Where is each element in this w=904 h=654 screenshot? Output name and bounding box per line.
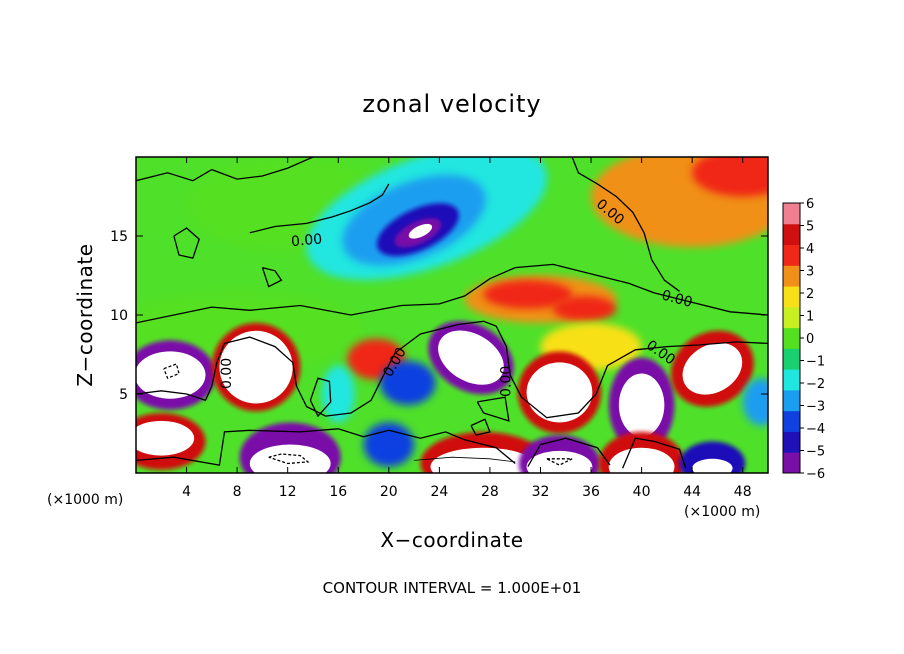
zero-contour-2: [136, 428, 516, 466]
x-tick-label-20: 20: [380, 484, 398, 500]
plot-area: 0.000.000.000.000.00 0.000.00: [136, 157, 768, 473]
field-cell-30: [136, 420, 195, 456]
colorbar-segment-5: [783, 348, 800, 370]
field-cell-28: [321, 365, 355, 423]
colorbar-tick-label--5: −5: [806, 445, 825, 460]
colorbar-tick-label--4: −4: [806, 422, 825, 437]
chart-title: zonal velocity: [362, 90, 541, 118]
colorbar-segment-2: [783, 410, 800, 432]
zero-contour-4: [622, 437, 687, 469]
contour-interval-note: CONTOUR INTERVAL = 1.000E+01: [323, 579, 582, 597]
field-cell-24: [618, 373, 665, 437]
colorbar-tick-label--2: −2: [806, 377, 825, 392]
colorbar-tick-label-5: 5: [806, 220, 814, 235]
x-tick-label-24: 24: [430, 484, 448, 500]
colorbar: 6 5 4 3 2 1 0 −1 −2 −3 −4 −5 −6: [782, 197, 825, 482]
x-axis-label: X−coordinate: [380, 528, 523, 552]
field-cell-22: [526, 362, 593, 423]
colorbar-tick-label-3: 3: [806, 265, 814, 280]
y-tick-label-15: 15: [110, 229, 128, 245]
field-cell-35: [430, 447, 537, 473]
y-axis-ticks: 5 10 15: [110, 229, 768, 403]
colorbar-segment-4: [783, 369, 800, 391]
colorbar-segment-7: [783, 306, 800, 329]
colorbar-tick-label-6: 6: [806, 197, 814, 212]
x-unit-right: (×1000 m): [684, 504, 760, 520]
colorbar-tick-label--3: −3: [806, 400, 825, 415]
y-axis-label: Z−coordinate: [73, 243, 97, 386]
colorbar-segment-9: [783, 265, 800, 287]
y-tick-label-5: 5: [119, 387, 128, 403]
x-axis-ticks: 4 8 12 16 20 24 28 32 36 40 44 48: [182, 157, 752, 500]
colorbar-segment-8: [783, 286, 800, 308]
field-cell-18: [379, 360, 436, 406]
x-tick-label-36: 36: [582, 484, 600, 500]
colorbar-segment-3: [783, 389, 800, 412]
field-cell-39: [608, 447, 675, 473]
zero-contour-7: [571, 157, 680, 292]
field-cell-14: [136, 351, 206, 399]
colorbar-segment-6: [783, 327, 800, 349]
x-unit-left: (×1000 m): [47, 492, 123, 508]
x-tick-label-4: 4: [182, 484, 191, 500]
y-tick-label-10: 10: [110, 308, 128, 324]
field-cell-4: [553, 296, 617, 322]
colorbar-tick-label--6: −6: [806, 467, 825, 482]
zero-contour-8: [173, 227, 200, 259]
x-tick-label-8: 8: [233, 484, 242, 500]
dashed-contour-2: [546, 458, 573, 466]
colorbar-tick-label-2: 2: [806, 287, 814, 302]
zero-contour-9: [261, 266, 283, 288]
x-tick-label-48: 48: [734, 484, 752, 500]
thin-contour-0: [414, 456, 516, 463]
zero-contour-5: [136, 157, 314, 182]
zero-contour-0: [136, 263, 768, 324]
zero-contour-1: [136, 320, 768, 419]
colorbar-tick-label-1: 1: [806, 310, 814, 325]
colorbar-segment-0: [783, 452, 800, 474]
field-cell-12: [408, 223, 433, 239]
colorbar-segment-1: [783, 431, 800, 453]
colorbar-tick-label--1: −1: [806, 355, 825, 370]
x-tick-label-12: 12: [279, 484, 297, 500]
colorbar-segment-12: [783, 203, 800, 225]
x-tick-label-32: 32: [532, 484, 550, 500]
colorbar-tick-label-0: 0: [806, 332, 814, 347]
field-cell-27: [742, 378, 768, 426]
field-cell-16: [219, 330, 293, 404]
zero-contour-11: [309, 377, 332, 418]
field-cell-41: [692, 458, 733, 473]
field-cell-32: [249, 444, 331, 473]
contour-label-0: 0.00: [290, 231, 322, 250]
x-tick-label-28: 28: [481, 484, 499, 500]
colorbar-segment-11: [783, 223, 800, 246]
zero-contour-10: [476, 396, 510, 422]
contour-label-2: 0.00: [660, 287, 694, 311]
zero-contour-12: [470, 418, 491, 436]
field-cell-1: [692, 157, 768, 197]
contour-label-6: 0.00: [498, 366, 514, 397]
zero-contour-6: [249, 183, 390, 234]
field-cell-33: [363, 422, 415, 467]
x-tick-label-44: 44: [683, 484, 701, 500]
x-tick-label-16: 16: [329, 484, 347, 500]
zero-contours: [136, 157, 768, 469]
colorbar-tick-label-4: 4: [806, 242, 814, 257]
dashed-contour-1: [268, 453, 310, 465]
field-cell-3: [483, 280, 573, 309]
x-tick-label-40: 40: [633, 484, 651, 500]
colorbar-segment-10: [783, 244, 800, 266]
field-cell-20: [438, 330, 504, 385]
contour-label-4: 0.00: [219, 358, 235, 389]
field-cell-37: [526, 450, 593, 473]
field-cell-26: [682, 342, 743, 395]
zero-contour-3: [527, 437, 611, 468]
